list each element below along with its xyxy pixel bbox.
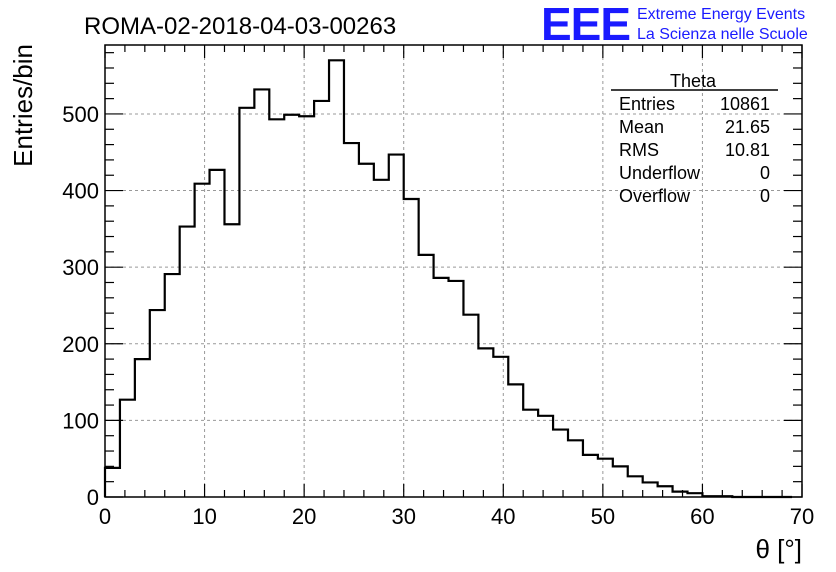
y-tick-label: 200 xyxy=(62,332,99,357)
stats-label: Overflow xyxy=(619,186,691,206)
stats-value: 0 xyxy=(760,186,770,206)
stats-label: Mean xyxy=(619,117,664,137)
stats-label: RMS xyxy=(619,140,659,160)
x-tick-label: 10 xyxy=(192,504,216,529)
stats-box-title: Theta xyxy=(670,71,717,91)
x-tick-label: 60 xyxy=(690,504,714,529)
x-tick-label: 20 xyxy=(292,504,316,529)
stats-value: 21.65 xyxy=(725,117,770,137)
y-axis-title: Entries/bin xyxy=(8,44,38,167)
eee-logo: EEE Extreme Energy Events La Scienza nel… xyxy=(541,0,808,50)
x-axis-title: θ [°] xyxy=(755,534,802,564)
eee-logo-text: EEE xyxy=(541,0,630,50)
chart-title: ROMA-02-2018-04-03-00263 xyxy=(84,13,396,40)
brand-line-1: Extreme Energy Events xyxy=(637,6,805,23)
stats-label: Underflow xyxy=(619,163,701,183)
stats-value: 0 xyxy=(760,163,770,183)
plot-frame xyxy=(104,44,803,498)
y-tick-label: 100 xyxy=(62,408,99,433)
axes xyxy=(104,44,803,498)
x-tick-label: 70 xyxy=(790,504,814,529)
stats-value: 10.81 xyxy=(725,140,770,160)
tick-labels: 0 10 20 30 40 50 60 70 0 100 200 300 400 500 xyxy=(62,102,814,529)
stats-value: 10861 xyxy=(720,94,770,114)
x-tick-label: 0 xyxy=(99,504,111,529)
stats-box: Theta Entries 10861 Mean 21.65 RMS 10.81 Under… xyxy=(611,71,778,206)
grid-lines xyxy=(105,45,802,497)
y-tick-label: 500 xyxy=(62,102,99,127)
y-tick-label: 300 xyxy=(62,255,99,280)
histogram-outline xyxy=(103,59,793,499)
brand-line-2: La Scienza nelle Scuole xyxy=(637,26,808,43)
x-tick-label: 50 xyxy=(591,504,615,529)
stats-rows: Entries 10861 Mean 21.65 RMS 10.81 Underflow 0 O… xyxy=(619,94,770,206)
y-tick-label: 400 xyxy=(62,179,99,204)
x-tick-label: 40 xyxy=(491,504,515,529)
y-tick-label: 0 xyxy=(87,485,99,510)
x-tick-label: 30 xyxy=(391,504,415,529)
stats-label: Entries xyxy=(619,94,675,114)
